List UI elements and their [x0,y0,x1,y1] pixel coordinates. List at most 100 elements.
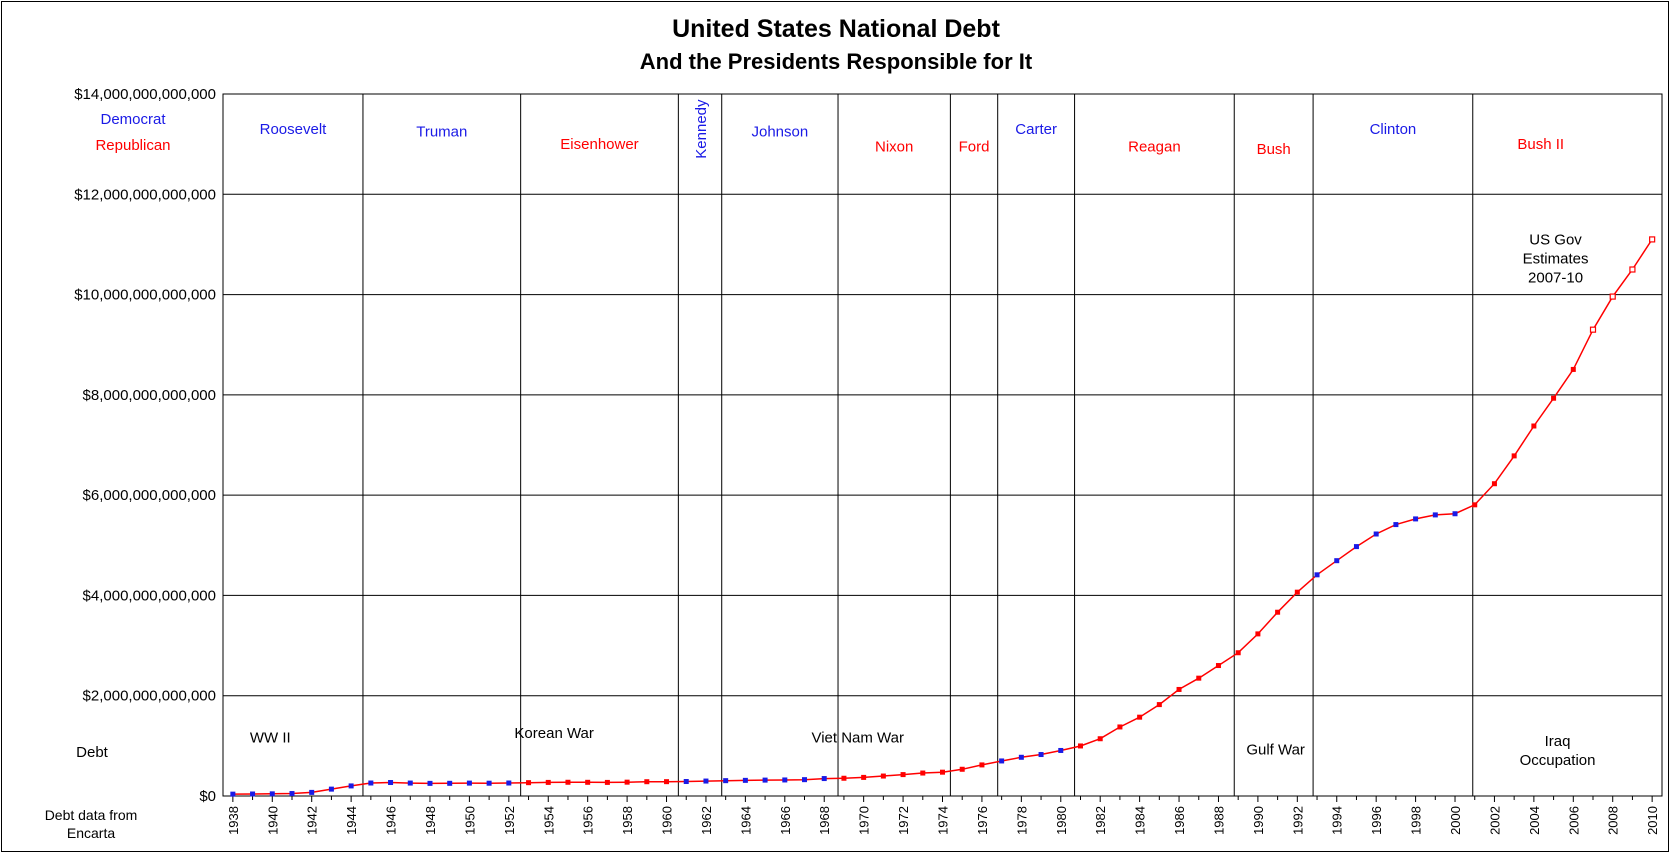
data-point [959,766,965,772]
data-point [1314,572,1320,578]
data-point [920,770,926,776]
x-tick-label: 2008 [1606,806,1621,835]
data-point [1551,395,1557,401]
x-tick-label: 1982 [1093,806,1108,835]
data-point [782,777,788,783]
x-tick-label: 1978 [1014,806,1029,835]
data-point [1353,544,1359,550]
y-tick-label: $2,000,000,000,000 [83,688,216,705]
legend-democrat: Democrat [100,111,166,128]
y-tick-label: $8,000,000,000,000 [83,387,216,404]
data-point [742,777,748,783]
president-label-ford: Ford [959,139,990,156]
data-point-estimate [1609,293,1616,300]
x-tick-label: 1954 [541,806,556,835]
x-tick-label: 1988 [1211,806,1226,835]
data-point [762,777,768,783]
annotation: Occupation [1520,752,1596,769]
x-tick-label: 1960 [660,806,675,835]
president-label-eisenhower: Eisenhower [560,136,638,153]
source-note: Debt data from [45,807,138,823]
legend-republican: Republican [95,137,170,154]
x-tick-label: 2000 [1448,806,1463,835]
annotation: Gulf War [1246,741,1305,758]
data-point [486,780,492,786]
x-tick-label: 1964 [738,806,753,835]
data-point [940,769,945,775]
x-tick-label: 1968 [817,806,832,835]
x-tick-label: 2006 [1566,806,1581,835]
x-tick-label: 1974 [936,806,951,835]
president-label-bush-ii: Bush II [1517,136,1564,153]
president-label-carter: Carter [1015,121,1057,138]
president-label-reagan: Reagan [1128,139,1181,156]
president-label-clinton: Clinton [1370,121,1417,138]
y-tick-label: $0 [199,788,216,805]
data-point [841,775,847,781]
president-label-truman: Truman [416,124,467,141]
annotation: Viet Nam War [811,729,904,746]
y-tick-label: $4,000,000,000,000 [83,587,216,604]
data-point [644,779,650,785]
data-point [1097,736,1103,742]
data-point [250,791,256,797]
data-point-estimate [1589,326,1597,333]
data-point [1294,589,1300,595]
data-point [821,776,827,782]
data-point [269,791,275,797]
x-tick-label: 1948 [423,806,438,835]
x-tick-label: 1976 [975,806,990,835]
president-label-kennedy: Kennedy [693,99,710,159]
x-tick-label: 1956 [581,806,596,835]
data-point [1156,702,1162,708]
x-tick-label: 1998 [1409,806,1424,835]
president-label-bush: Bush [1257,141,1291,158]
x-tick-label: 1962 [699,806,714,835]
annotation: Iraq [1545,733,1571,750]
data-point [368,780,374,786]
data-point [1472,502,1478,508]
annotation: Korean War [514,725,593,742]
debt-label: Debt [76,744,109,761]
x-tick-label: 1994 [1330,806,1345,835]
data-point [289,791,295,797]
y-tick-label: $14,000,000,000,000 [74,86,216,103]
x-tick-label: 1996 [1369,806,1384,835]
data-point [407,780,413,786]
data-point [900,772,906,778]
y-tick-label: $10,000,000,000,000 [74,287,216,304]
x-tick-label: 1980 [1054,806,1069,835]
data-point [309,789,315,795]
data-point [447,780,453,786]
data-point [348,783,354,789]
data-point [1373,531,1379,537]
data-point [1275,609,1281,615]
x-tick-label: 1942 [305,806,320,835]
y-tick-label: $6,000,000,000,000 [83,487,216,504]
data-point [1058,747,1064,753]
x-tick-label: 2002 [1487,806,1502,835]
data-point [545,779,551,785]
data-point [1255,631,1261,637]
x-tick-label: 1938 [226,806,241,835]
data-point [1215,663,1221,669]
x-tick-label: 1958 [620,806,635,835]
chart-subtitle: And the Presidents Responsible for It [639,49,1033,74]
data-point [1570,366,1576,372]
plot-area [222,93,1663,797]
data-point [1531,423,1537,429]
data-point [1038,752,1044,758]
data-point-estimate [1629,266,1636,273]
x-tick-label: 1966 [778,806,793,835]
data-point [1077,743,1083,749]
y-tick-label: $12,000,000,000,000 [74,186,216,203]
x-tick-label: 1992 [1290,806,1305,835]
data-point [565,779,571,785]
x-tick-label: 1970 [857,806,872,835]
data-point [230,791,236,797]
data-point [506,780,512,786]
x-tick-label: 1990 [1251,806,1266,835]
annotation: WW II [250,729,291,746]
